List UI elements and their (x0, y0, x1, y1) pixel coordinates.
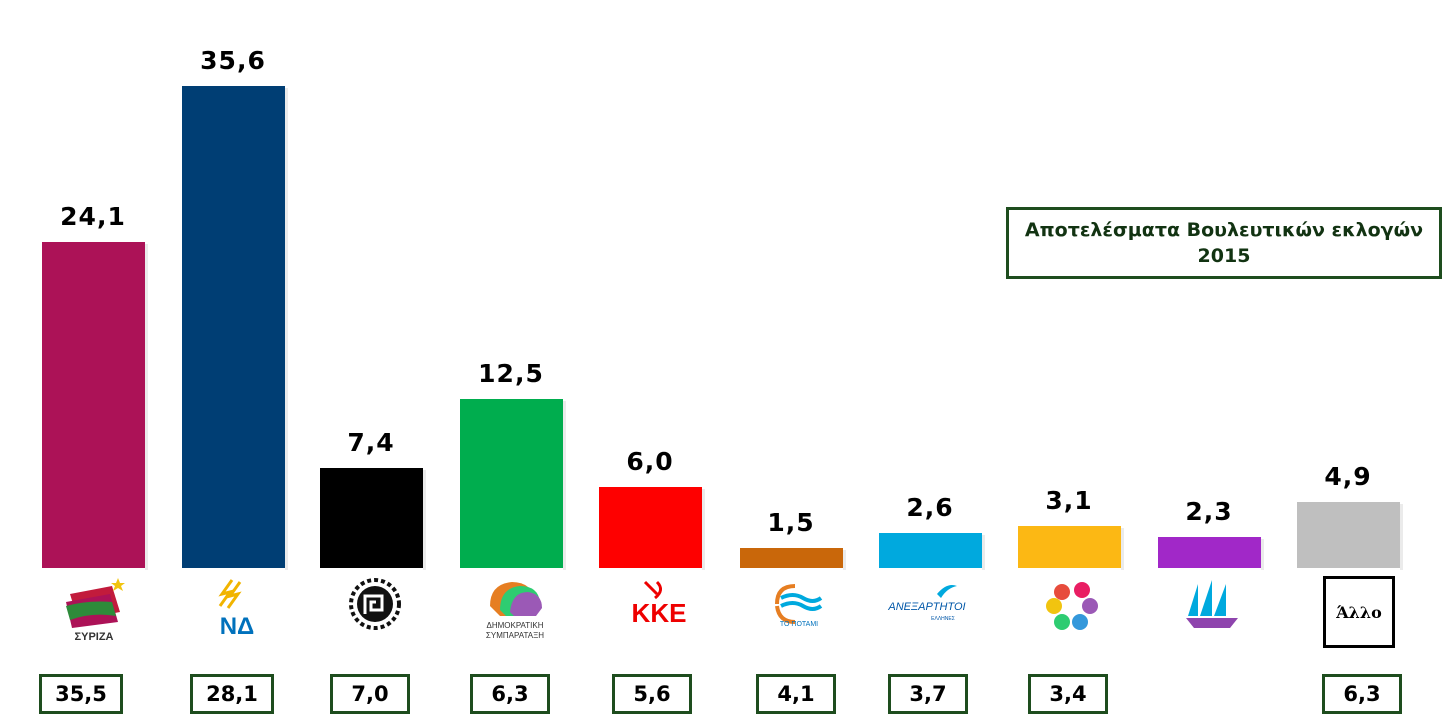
anel-logo-text-1: ΑΝΕΞΑΡΤΗΤΟΙ (887, 601, 965, 613)
bar-10 (1297, 501, 1403, 571)
bar-4 (460, 398, 566, 571)
laiki-enotita-logo (1158, 572, 1268, 652)
bar-9 (1158, 536, 1264, 571)
dimsy-logo-text-1: ΔΗΜΟΚΡΑΤΙΚΗ (486, 621, 543, 630)
anel-logo: ΑΝΕΞΑΡΤΗΤΟΙ ΕΛΛΗΝΕΣ (875, 572, 985, 652)
nd-logo-text: ΝΔ (220, 613, 255, 640)
bar-value-label: 1,5 (767, 507, 815, 537)
dimsy-logo-text-2: ΣΥΜΠΑΡΑΤΑΞΗ (486, 631, 544, 640)
potami-logo-text: ΤΟ ΠΟΤΑΜΙ (780, 621, 818, 628)
previous-result-box: 4,1 (756, 674, 836, 714)
nd-logo: ΝΔ (182, 572, 292, 652)
bar-value-label: 3,1 (1045, 486, 1093, 516)
anel-logo-text-2: ΕΛΛΗΝΕΣ (931, 616, 955, 622)
bar-value-label: 12,5 (478, 358, 544, 388)
previous-result-box: 6,3 (1322, 674, 1402, 714)
enosi-kentroon-logo (1018, 572, 1128, 652)
kke-logo-text: ΚΚΕ (632, 598, 687, 628)
bar-2 (182, 86, 288, 570)
previous-result-box: 7,0 (330, 674, 410, 714)
bar-8 (1018, 526, 1124, 570)
syriza-logo-text: ΣΥΡΙΖΑ (75, 631, 114, 643)
previous-result-box: 3,7 (888, 674, 968, 714)
previous-result-box: 5,6 (612, 674, 692, 714)
bar-5 (599, 486, 705, 571)
chart-title-box: Αποτελέσματα Βουλευτικών εκλογών 2015 (1006, 207, 1442, 279)
bar-value-label: 7,4 (347, 427, 395, 457)
bar-value-label: 2,6 (906, 492, 954, 522)
kke-logo: ΚΚΕ (597, 572, 707, 652)
chart-title-line-1: Αποτελέσματα Βουλευτικών εκλογών (1024, 219, 1424, 241)
bar-value-label: 4,9 (1324, 461, 1372, 491)
bar-value-label: 24,1 (60, 201, 126, 231)
bar-7 (879, 532, 985, 571)
previous-result-box: 35,5 (39, 674, 123, 714)
other-logo-box: Άλλο (1323, 576, 1395, 648)
potami-logo: ΤΟ ΠΟΤΑΜΙ (737, 572, 847, 652)
bar-value-label: 6,0 (626, 446, 674, 476)
bar-6 (740, 547, 846, 571)
golden-dawn-logo (320, 572, 430, 652)
previous-result-box: 6,3 (470, 674, 550, 714)
syriza-logo: ΣΥΡΙΖΑ (42, 572, 152, 652)
previous-result-box: 28,1 (190, 674, 274, 714)
bar-1 (42, 241, 148, 571)
bar-value-label: 35,6 (200, 46, 266, 75)
previous-result-box: 3,4 (1028, 674, 1108, 714)
bar-value-label: 2,3 (1185, 496, 1233, 526)
chart-title-line-2: 2015 (1197, 245, 1251, 267)
bar-3 (320, 467, 426, 571)
other-logo-text: Άλλο (1336, 602, 1382, 622)
dimsy-logo: ΔΗΜΟΚΡΑΤΙΚΗ ΣΥΜΠΑΡΑΤΑΞΗ (460, 572, 570, 652)
